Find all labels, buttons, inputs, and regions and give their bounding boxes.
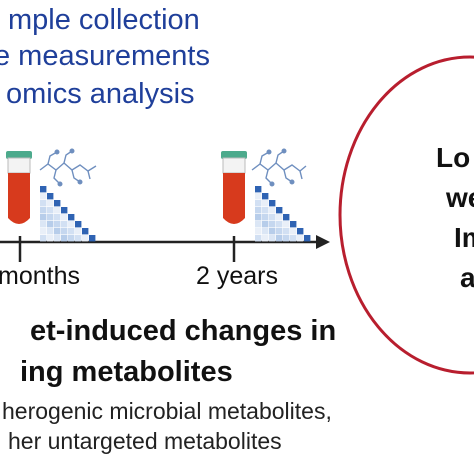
heatmap-cell (54, 228, 61, 235)
heatmap-cell (61, 221, 68, 228)
heatmap-cell (290, 221, 297, 228)
heatmap-cell (68, 228, 75, 235)
blood-tube-icon (6, 151, 32, 224)
heatmap-cell (68, 235, 75, 242)
heatmap-cell (283, 235, 290, 242)
heatmap-cell (269, 235, 276, 242)
heatmap-cell (269, 214, 276, 221)
heatmap-cell (40, 214, 47, 221)
step-measurements: e measurements (0, 40, 210, 72)
heatmap-cell (82, 235, 89, 242)
heatmap-cell (304, 235, 311, 242)
molecule-icon (39, 148, 97, 187)
heatmap-cell (40, 186, 47, 193)
heatmap-cell (297, 235, 304, 242)
heatmap-cell (47, 207, 54, 214)
heatmap-cell (283, 214, 290, 221)
heatmap-cell (262, 214, 269, 221)
callout-oval (338, 55, 474, 375)
heatmap-cell (47, 193, 54, 200)
heatmap-cell (262, 228, 269, 235)
heatmap-cell (40, 228, 47, 235)
heatmap-cell (290, 228, 297, 235)
heatmap-cell (40, 235, 47, 242)
blood-tube-icon (221, 151, 247, 224)
callout-line-2: we (446, 182, 474, 213)
heatmap-cell (47, 221, 54, 228)
section-heading-line-1: et-induced changes in (30, 315, 337, 347)
heatmap-cell (276, 214, 283, 221)
heatmap-cell (54, 214, 61, 221)
heatmap-cell (255, 200, 262, 207)
heatmap-cell (276, 228, 283, 235)
heatmap-cell (54, 221, 61, 228)
heatmap-cell (61, 235, 68, 242)
step-omics-analysis: omics analysis (6, 78, 195, 110)
heatmap-cell (255, 207, 262, 214)
timepoint-label-2: 2 years (196, 262, 278, 290)
heatmap-cell (262, 207, 269, 214)
heatmap-cell (54, 235, 61, 242)
heatmap-cell (40, 221, 47, 228)
heatmap-cell (68, 214, 75, 221)
heatmap-cell (276, 207, 283, 214)
timepoint-label-1: months (0, 262, 80, 290)
heatmap-cell (47, 235, 54, 242)
heatmap-cell (40, 193, 47, 200)
heatmap-cell (61, 228, 68, 235)
heatmap-cell (276, 221, 283, 228)
heatmap-cell (47, 228, 54, 235)
heatmap-cell (290, 235, 297, 242)
step-sample-collection: mple collection (8, 4, 200, 36)
callout-line-4: a (460, 262, 474, 293)
heatmap-cell (68, 221, 75, 228)
heatmap-cell (269, 207, 276, 214)
heatmap-cell (40, 200, 47, 207)
heatmap-cell (255, 193, 262, 200)
heatmap-cell (61, 214, 68, 221)
section-heading-line-2: ing metabolites (20, 356, 233, 388)
detail-line-2: her untargeted metabolites (8, 428, 282, 454)
heatmap-cell (262, 221, 269, 228)
heatmap-cell (283, 221, 290, 228)
heatmap-cell (255, 228, 262, 235)
heatmap-cell (255, 221, 262, 228)
heatmap-cell (40, 207, 47, 214)
heatmap-cell (283, 228, 290, 235)
molecule-icon (251, 148, 307, 187)
heatmap-cell (89, 235, 96, 242)
heatmap-cell (47, 200, 54, 207)
correlation-heatmap-icon (40, 186, 96, 242)
heatmap-cell (255, 186, 262, 193)
heatmap-cell (61, 207, 68, 214)
heatmap-cell (75, 221, 82, 228)
heatmap-cell (297, 228, 304, 235)
heatmap-cell (82, 228, 89, 235)
heatmap-cell (269, 221, 276, 228)
heatmap-cell (54, 207, 61, 214)
heatmap-cell (75, 235, 82, 242)
detail-line-1: herogenic microbial metabolites, (2, 398, 332, 424)
heatmap-cell (262, 193, 269, 200)
heatmap-cell (262, 200, 269, 207)
heatmap-cell (75, 228, 82, 235)
heatmap-cell (255, 214, 262, 221)
heatmap-cell (262, 235, 269, 242)
heatmap-cell (47, 214, 54, 221)
heatmap-cell (276, 235, 283, 242)
callout-line-3: Im (454, 222, 474, 253)
heatmap-cell (54, 200, 61, 207)
heatmap-cell (255, 235, 262, 242)
heatmap-cell (269, 200, 276, 207)
correlation-heatmap-icon (255, 186, 311, 242)
heatmap-cell (269, 228, 276, 235)
timeline-arrowhead (316, 235, 330, 249)
callout-line-1: Lo (436, 142, 471, 173)
